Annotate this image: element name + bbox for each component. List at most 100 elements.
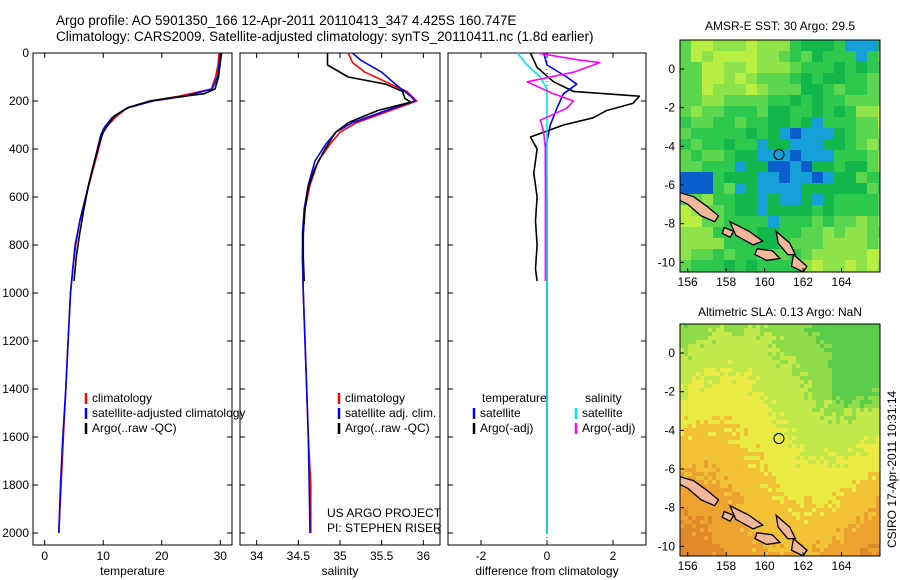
heatmap-cell <box>700 536 705 541</box>
heatmap-cell <box>836 420 841 425</box>
heatmap-cell <box>756 420 761 425</box>
heatmap-cell <box>848 476 853 481</box>
heatmap-cell <box>680 424 685 429</box>
heatmap-cell <box>784 412 789 417</box>
heatmap-cell <box>820 480 825 485</box>
heatmap-cell <box>872 372 877 377</box>
heatmap-cell <box>872 392 877 397</box>
heatmap-cell <box>812 540 817 545</box>
heatmap-cell <box>832 472 837 477</box>
heatmap-cell <box>804 492 809 497</box>
heatmap-cell <box>848 368 853 373</box>
heatmap-cell <box>832 428 837 433</box>
heatmap-cell <box>832 476 837 481</box>
island-shape <box>754 532 782 546</box>
heatmap-cell <box>864 548 869 553</box>
heatmap-cell <box>688 372 693 377</box>
heatmap-cell <box>760 460 765 465</box>
heatmap-cell <box>700 552 705 556</box>
heatmap-cell <box>752 428 757 433</box>
heatmap-cell <box>764 340 769 345</box>
heatmap-cell <box>776 412 781 417</box>
heatmap-cell <box>712 492 717 497</box>
heatmap-cell <box>716 476 721 481</box>
heatmap-cell <box>768 468 773 473</box>
heatmap-cell <box>780 444 785 449</box>
heatmap-cell <box>772 456 777 461</box>
heatmap-cell <box>728 456 733 461</box>
heatmap-cell <box>848 464 853 469</box>
heatmap-cell <box>720 512 725 517</box>
heatmap-cell <box>772 428 777 433</box>
heatmap-cell <box>780 344 785 349</box>
heatmap-cell <box>792 376 797 381</box>
heatmap-cell <box>780 460 785 465</box>
heatmap-cell <box>744 524 749 529</box>
heatmap-cell <box>804 452 809 457</box>
heatmap-cell <box>824 360 829 365</box>
heatmap-cell <box>688 504 693 509</box>
heatmap-cell <box>856 150 868 162</box>
heatmap-cell <box>820 532 825 537</box>
heatmap-cell <box>708 328 713 333</box>
heatmap-cell <box>684 348 689 353</box>
heatmap-cell <box>688 472 693 477</box>
heatmap-cell <box>840 400 845 405</box>
heatmap-cell <box>828 408 833 413</box>
heatmap-cell <box>692 496 697 501</box>
heatmap-cell <box>772 448 777 453</box>
heatmap-cell <box>696 468 701 473</box>
heatmap-cell <box>764 352 769 357</box>
heatmap-cell <box>760 416 765 421</box>
legend-label: Argo(-adj) <box>582 421 635 435</box>
heatmap-cell <box>788 332 793 337</box>
heatmap-cell <box>779 117 791 129</box>
heatmap-cell <box>712 372 717 377</box>
heatmap-cell <box>828 504 833 509</box>
heatmap-cell <box>724 428 729 433</box>
heatmap-cell <box>684 432 689 437</box>
heatmap-cell <box>720 324 725 329</box>
heatmap-cell <box>792 452 797 457</box>
heatmap-cell <box>836 520 841 525</box>
heatmap-cell <box>713 161 725 173</box>
heatmap-cell <box>824 420 829 425</box>
heatmap-cell <box>788 520 793 525</box>
heatmap-cell <box>856 388 861 393</box>
heatmap-cell <box>845 216 857 228</box>
heatmap-cell <box>796 484 801 489</box>
heatmap-cell <box>756 416 761 421</box>
heatmap-cell <box>876 380 880 385</box>
heatmap-cell <box>823 260 835 272</box>
heatmap-cell <box>764 420 769 425</box>
heatmap-cell <box>724 452 729 457</box>
heatmap-cell <box>740 464 745 469</box>
heatmap-cell <box>704 424 709 429</box>
heatmap-cell <box>780 480 785 485</box>
heatmap-cell <box>724 532 729 537</box>
island-shape <box>680 476 720 507</box>
heatmap-cell <box>836 516 841 521</box>
heatmap-cell <box>772 352 777 357</box>
heatmap-cell <box>736 432 741 437</box>
heatmap-cell <box>844 500 849 505</box>
heatmap-cell <box>848 540 853 545</box>
x-tick-label: 34.5 <box>287 549 311 563</box>
heatmap-cell <box>691 216 703 228</box>
heatmap-cell <box>790 205 802 217</box>
heatmap-cell <box>748 376 753 381</box>
heatmap-cell <box>796 432 801 437</box>
heatmap-cell <box>680 227 692 239</box>
heatmap-cell <box>756 444 761 449</box>
heatmap-cell <box>844 436 849 441</box>
heatmap-cell <box>876 496 880 501</box>
heatmap-cell <box>700 324 705 329</box>
heatmap-cell <box>845 95 857 107</box>
heatmap-cell <box>744 376 749 381</box>
heatmap-cell <box>876 344 880 349</box>
heatmap-cell <box>684 552 689 556</box>
heatmap-cell <box>867 161 879 173</box>
heatmap-cell <box>792 420 797 425</box>
heatmap-cell <box>796 384 801 389</box>
heatmap-cell <box>792 476 797 481</box>
